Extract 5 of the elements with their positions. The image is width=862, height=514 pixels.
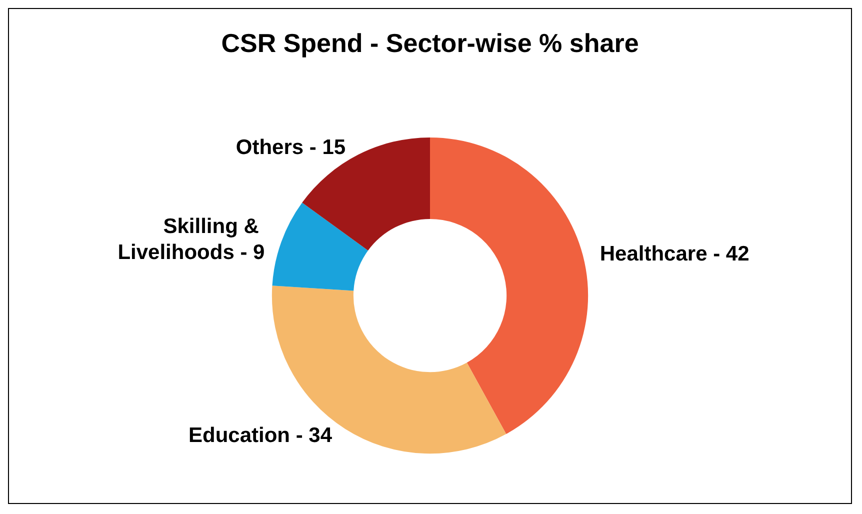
- slice-label: Education - 34: [188, 424, 332, 448]
- slice-label: Others - 15: [236, 136, 346, 160]
- slice-label: Skilling & Livelihoods - 9: [118, 214, 265, 264]
- chart-title: CSR Spend - Sector-wise % share: [221, 28, 639, 58]
- slice-label: Healthcare - 42: [600, 242, 750, 266]
